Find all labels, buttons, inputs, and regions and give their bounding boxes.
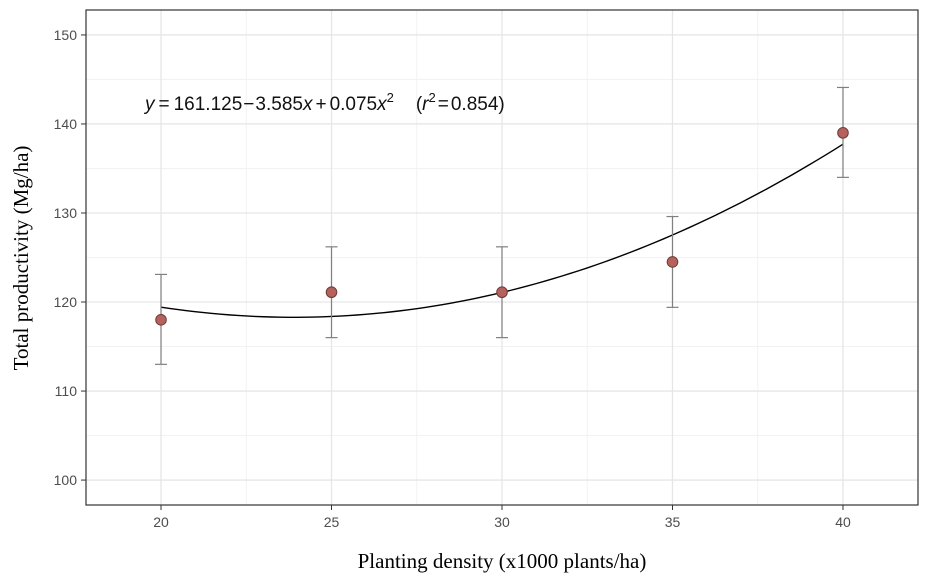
- eq-equals: =: [159, 94, 170, 115]
- y-tick-label: 100: [54, 472, 78, 488]
- eq-x-var: x: [302, 94, 314, 115]
- eq-minus: −: [243, 94, 254, 115]
- y-tick-label: 150: [54, 27, 78, 43]
- eq-plus: +: [315, 94, 326, 115]
- x-axis: 20 25 30 35 40: [153, 505, 851, 530]
- y-tick-label: 140: [54, 116, 78, 132]
- data-points: [155, 127, 849, 326]
- y-tick-label: 130: [54, 205, 78, 221]
- eq-exponent: 2: [387, 90, 394, 105]
- x-tick-label: 20: [153, 514, 169, 530]
- regression-equation: y = 161.125−3.585x +0.075x2 (r2 = 0.854): [143, 90, 505, 115]
- x-tick-label: 35: [665, 514, 681, 530]
- eq-r-equals: =: [438, 94, 449, 115]
- y-tick-label: 110: [55, 383, 78, 399]
- x-tick-label: 30: [494, 514, 510, 530]
- x-tick-label: 40: [835, 514, 851, 530]
- data-point: [666, 256, 679, 268]
- data-point: [496, 286, 508, 299]
- eq-intercept: 161.125: [174, 94, 243, 115]
- eq-r2-value: 0.854: [451, 94, 499, 115]
- eq-close-paren: ): [498, 94, 504, 115]
- eq-x2-var: x: [376, 94, 388, 115]
- y-axis: 100 110 120 130 140 150: [54, 27, 86, 488]
- y-axis-title: Total productivity (Mg/ha): [9, 146, 33, 371]
- eq-r-var: r: [422, 94, 429, 115]
- eq-open-paren: (: [416, 94, 423, 115]
- y-tick-label: 120: [54, 294, 78, 310]
- data-point: [325, 286, 338, 299]
- eq-quad-coef: 0.075: [330, 94, 378, 115]
- x-tick-label: 25: [324, 514, 340, 530]
- eq-linear-coef: 3.585: [255, 94, 303, 115]
- eq-r-exponent: 2: [429, 90, 436, 105]
- data-point: [155, 314, 167, 326]
- x-axis-title: Planting density (x1000 plants/ha): [358, 549, 647, 573]
- data-point: [837, 127, 849, 139]
- eq-y-var: y: [143, 94, 156, 115]
